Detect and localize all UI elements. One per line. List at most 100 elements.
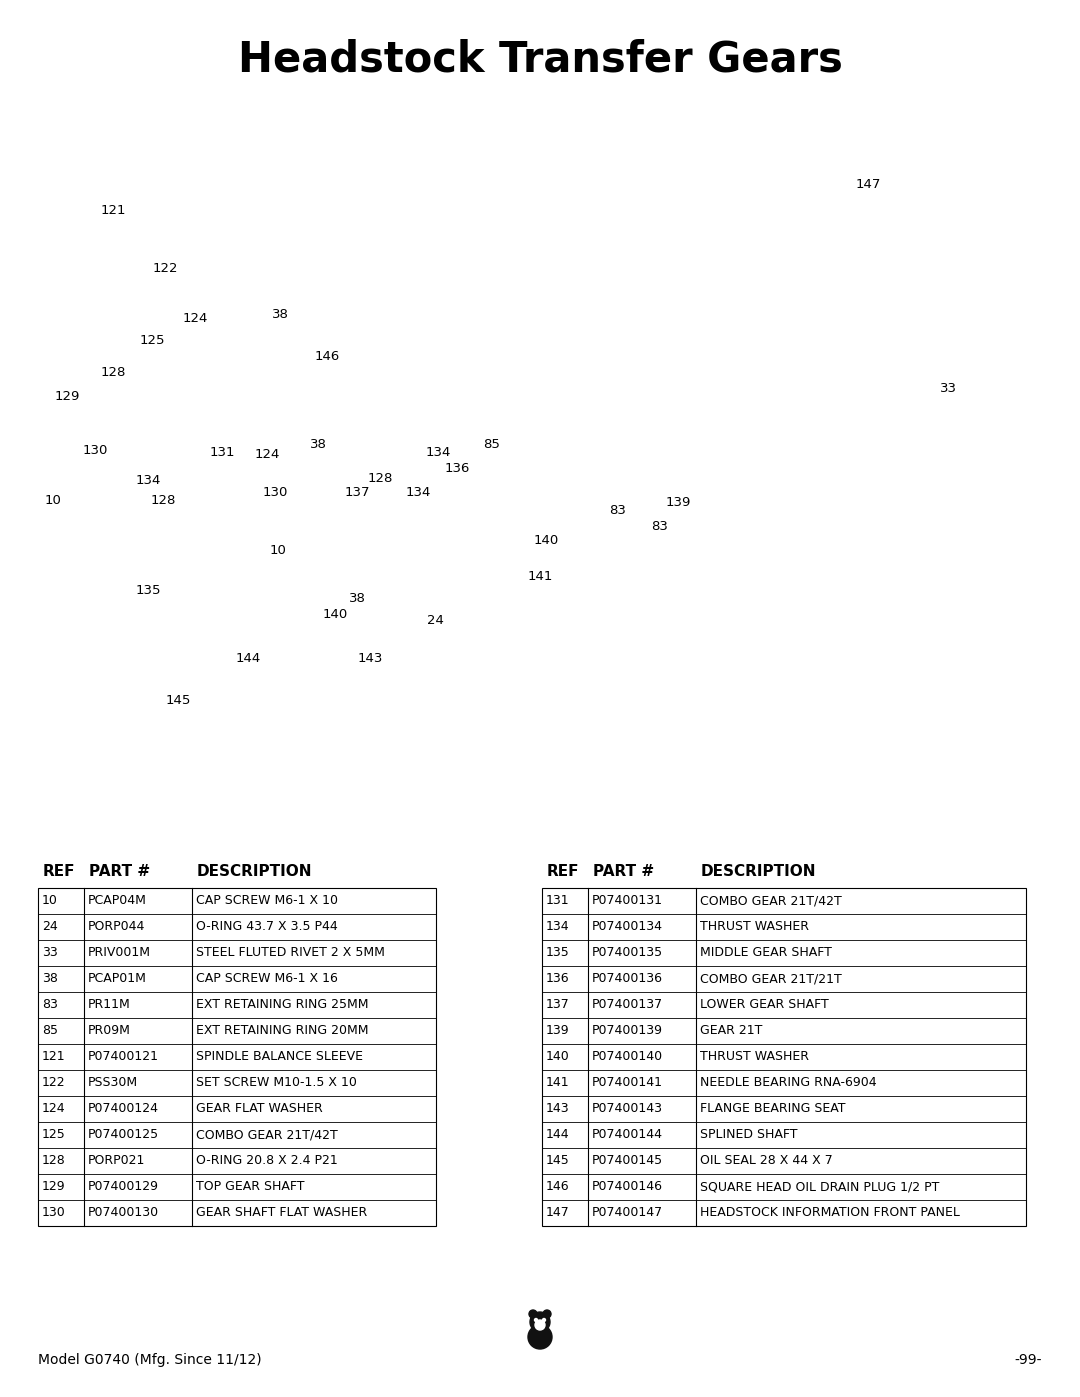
Text: GEAR 21T: GEAR 21T: [700, 1024, 762, 1038]
Text: EXT RETAINING RING 20MM: EXT RETAINING RING 20MM: [195, 1024, 368, 1038]
Text: Headstock Transfer Gears: Headstock Transfer Gears: [238, 39, 842, 81]
Text: 10: 10: [42, 894, 58, 908]
Text: 122: 122: [152, 263, 178, 275]
Text: COMBO GEAR 21T/42T: COMBO GEAR 21T/42T: [700, 894, 841, 908]
Text: TOP GEAR SHAFT: TOP GEAR SHAFT: [195, 1180, 305, 1193]
Text: 141: 141: [546, 1077, 569, 1090]
Text: 131: 131: [210, 446, 234, 458]
Text: 128: 128: [100, 366, 125, 380]
Text: 83: 83: [651, 521, 669, 534]
Text: 125: 125: [139, 334, 165, 348]
Text: SPLINED SHAFT: SPLINED SHAFT: [700, 1129, 797, 1141]
Circle shape: [535, 1320, 545, 1330]
Text: 146: 146: [546, 1180, 569, 1193]
Text: OIL SEAL 28 X 44 X 7: OIL SEAL 28 X 44 X 7: [700, 1154, 833, 1168]
Text: P07400135: P07400135: [592, 947, 663, 960]
Text: P07400129: P07400129: [87, 1180, 159, 1193]
Text: 24: 24: [427, 613, 444, 626]
Text: SET SCREW M10-1.5 X 10: SET SCREW M10-1.5 X 10: [195, 1077, 356, 1090]
Text: P07400121: P07400121: [87, 1051, 159, 1063]
Text: 136: 136: [546, 972, 569, 985]
Text: 134: 134: [546, 921, 569, 933]
Text: 144: 144: [546, 1129, 569, 1141]
Text: 38: 38: [271, 309, 288, 321]
Text: REF: REF: [546, 865, 580, 880]
Text: COMBO GEAR 21T/21T: COMBO GEAR 21T/21T: [700, 972, 841, 985]
Text: 38: 38: [42, 972, 58, 985]
Text: CAP SCREW M6-1 X 10: CAP SCREW M6-1 X 10: [195, 894, 338, 908]
Text: O-RING 43.7 X 3.5 P44: O-RING 43.7 X 3.5 P44: [195, 921, 338, 933]
Text: GEAR SHAFT FLAT WASHER: GEAR SHAFT FLAT WASHER: [195, 1207, 367, 1220]
Circle shape: [542, 1319, 545, 1322]
Circle shape: [530, 1312, 550, 1331]
Text: 33: 33: [42, 947, 57, 960]
Text: SPINDLE BALANCE SLEEVE: SPINDLE BALANCE SLEEVE: [195, 1051, 363, 1063]
Text: 139: 139: [546, 1024, 569, 1038]
Text: PART #: PART #: [89, 865, 150, 880]
Text: 125: 125: [42, 1129, 66, 1141]
Text: P07400140: P07400140: [592, 1051, 663, 1063]
Text: 143: 143: [546, 1102, 569, 1115]
Text: 130: 130: [82, 444, 108, 457]
Text: P07400146: P07400146: [592, 1180, 663, 1193]
Text: P07400145: P07400145: [592, 1154, 663, 1168]
Circle shape: [535, 1319, 538, 1322]
Text: PSS30M: PSS30M: [87, 1077, 138, 1090]
Text: P07400136: P07400136: [592, 972, 663, 985]
Text: 145: 145: [165, 693, 191, 707]
Text: P07400147: P07400147: [592, 1207, 663, 1220]
Text: 140: 140: [546, 1051, 570, 1063]
Text: FLANGE BEARING SEAT: FLANGE BEARING SEAT: [700, 1102, 846, 1115]
Text: GEAR FLAT WASHER: GEAR FLAT WASHER: [195, 1102, 323, 1115]
Text: DESCRIPTION: DESCRIPTION: [701, 865, 816, 880]
Circle shape: [529, 1310, 537, 1317]
Text: P07400130: P07400130: [87, 1207, 159, 1220]
Text: 134: 134: [135, 474, 161, 486]
Text: 83: 83: [42, 999, 58, 1011]
Text: 144: 144: [235, 652, 260, 665]
Text: THRUST WASHER: THRUST WASHER: [700, 921, 809, 933]
Text: PART #: PART #: [593, 865, 654, 880]
Text: 140: 140: [534, 534, 558, 546]
Text: 135: 135: [135, 584, 161, 598]
Text: 122: 122: [42, 1077, 66, 1090]
Bar: [542, 888, 1026, 1227]
Text: 38: 38: [349, 591, 365, 605]
Text: P07400139: P07400139: [592, 1024, 663, 1038]
Text: THRUST WASHER: THRUST WASHER: [700, 1051, 809, 1063]
Bar: [38, 888, 436, 1227]
Text: 129: 129: [42, 1180, 66, 1193]
Text: 143: 143: [357, 652, 382, 665]
Text: 131: 131: [546, 894, 569, 908]
Text: 130: 130: [262, 486, 287, 499]
Text: 24: 24: [42, 921, 57, 933]
Text: EXT RETAINING RING 25MM: EXT RETAINING RING 25MM: [195, 999, 368, 1011]
Text: DESCRIPTION: DESCRIPTION: [197, 865, 312, 880]
Text: P07400141: P07400141: [592, 1077, 663, 1090]
Text: SQUARE HEAD OIL DRAIN PLUG 1/2 PT: SQUARE HEAD OIL DRAIN PLUG 1/2 PT: [700, 1180, 940, 1193]
Text: 83: 83: [609, 503, 626, 517]
Text: PR11M: PR11M: [87, 999, 131, 1011]
Text: HEADSTOCK INFORMATION FRONT PANEL: HEADSTOCK INFORMATION FRONT PANEL: [700, 1207, 960, 1220]
Text: 146: 146: [314, 351, 339, 363]
Text: 137: 137: [546, 999, 570, 1011]
Text: Model G0740 (Mfg. Since 11/12): Model G0740 (Mfg. Since 11/12): [38, 1354, 261, 1368]
Text: P07400144: P07400144: [592, 1129, 663, 1141]
Text: PRIV001M: PRIV001M: [87, 947, 151, 960]
Text: MIDDLE GEAR SHAFT: MIDDLE GEAR SHAFT: [700, 947, 832, 960]
Text: 134: 134: [405, 486, 431, 500]
Text: 130: 130: [42, 1207, 66, 1220]
Text: 129: 129: [54, 390, 80, 402]
Text: P07400137: P07400137: [592, 999, 663, 1011]
Circle shape: [528, 1324, 552, 1350]
Text: 124: 124: [42, 1102, 66, 1115]
Text: 139: 139: [665, 496, 691, 509]
Text: 135: 135: [546, 947, 570, 960]
Text: COMBO GEAR 21T/42T: COMBO GEAR 21T/42T: [195, 1129, 338, 1141]
Text: PCAP04M: PCAP04M: [87, 894, 147, 908]
Text: P07400125: P07400125: [87, 1129, 159, 1141]
Text: 121: 121: [42, 1051, 66, 1063]
Text: 85: 85: [42, 1024, 58, 1038]
Text: 85: 85: [484, 439, 500, 451]
Text: 147: 147: [855, 179, 880, 191]
